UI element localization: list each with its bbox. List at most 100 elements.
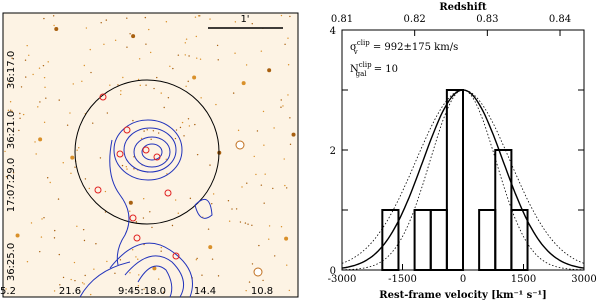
star	[41, 218, 43, 220]
star	[24, 59, 27, 61]
star	[258, 244, 260, 247]
star	[76, 149, 78, 151]
star	[152, 130, 155, 132]
y-tick-label: 4	[330, 26, 336, 37]
star	[121, 164, 124, 167]
star	[194, 16, 197, 18]
star	[38, 67, 41, 69]
star	[93, 268, 95, 270]
star	[11, 110, 13, 113]
y-tick-label: 0	[330, 266, 336, 277]
star	[90, 71, 92, 74]
star	[245, 64, 248, 66]
star	[196, 257, 198, 260]
star	[4, 150, 6, 153]
star	[149, 51, 152, 54]
star	[153, 87, 155, 90]
star	[151, 226, 153, 229]
star	[152, 266, 157, 271]
star	[129, 210, 131, 212]
star	[251, 224, 253, 226]
star	[255, 173, 257, 176]
histogram-bar	[445, 89, 465, 271]
star	[19, 112, 21, 115]
star	[138, 58, 141, 60]
star	[143, 130, 145, 132]
star	[192, 75, 197, 80]
star	[119, 259, 122, 261]
annotation-part: clip	[357, 39, 370, 47]
star	[144, 16, 147, 19]
x2-tick-label: 0.82	[404, 14, 426, 25]
star	[35, 153, 37, 155]
star	[73, 261, 76, 264]
star	[133, 168, 135, 170]
star	[160, 250, 162, 252]
star	[156, 76, 158, 79]
image-frame	[2, 12, 299, 298]
star	[139, 84, 141, 87]
star	[146, 129, 148, 131]
x-axis-label: Rest-frame velocity [km⁻¹ s⁻¹]	[379, 290, 546, 301]
star	[181, 121, 184, 124]
star	[72, 83, 74, 85]
star	[74, 279, 76, 282]
star	[239, 221, 242, 223]
star	[272, 187, 274, 190]
star	[59, 284, 61, 286]
star	[37, 106, 39, 108]
star	[217, 59, 219, 61]
star	[166, 173, 168, 175]
star	[8, 82, 10, 85]
x2-tick-label: 0.83	[476, 14, 498, 25]
star	[132, 119, 134, 122]
star	[83, 283, 85, 285]
star	[263, 202, 265, 204]
star	[287, 37, 289, 39]
star	[263, 144, 265, 146]
star	[284, 184, 286, 187]
star	[38, 137, 43, 142]
star	[289, 117, 291, 119]
star	[171, 224, 174, 227]
star	[184, 54, 186, 56]
star	[188, 125, 191, 127]
star	[44, 86, 46, 89]
star	[217, 275, 220, 277]
star	[104, 211, 107, 213]
star	[19, 117, 21, 120]
star	[162, 291, 165, 293]
star	[22, 113, 25, 116]
y-tick-label: 2	[330, 146, 336, 157]
ra-label: 21.6	[59, 286, 81, 297]
histogram-bar	[478, 209, 497, 271]
star	[74, 166, 76, 168]
star	[208, 245, 213, 250]
star	[201, 274, 203, 276]
star	[137, 285, 140, 287]
star	[177, 212, 179, 214]
star	[20, 86, 23, 88]
star	[160, 246, 162, 249]
star	[167, 97, 170, 99]
star	[195, 259, 198, 261]
dec-label: 36:17.0	[6, 51, 17, 89]
star	[137, 258, 139, 260]
star	[53, 290, 56, 292]
star	[274, 255, 276, 257]
star	[28, 54, 30, 56]
star	[43, 17, 45, 20]
star	[135, 256, 137, 258]
star	[256, 130, 259, 132]
star	[262, 279, 264, 282]
star	[122, 76, 124, 79]
star	[172, 67, 174, 70]
star	[43, 121, 46, 124]
star	[183, 135, 185, 137]
stat-annotation: Nclip gal = 10	[350, 61, 398, 78]
star	[209, 18, 211, 20]
star	[289, 143, 292, 146]
ra-label: 10.8	[251, 286, 273, 297]
star	[83, 64, 86, 67]
star	[160, 92, 162, 94]
